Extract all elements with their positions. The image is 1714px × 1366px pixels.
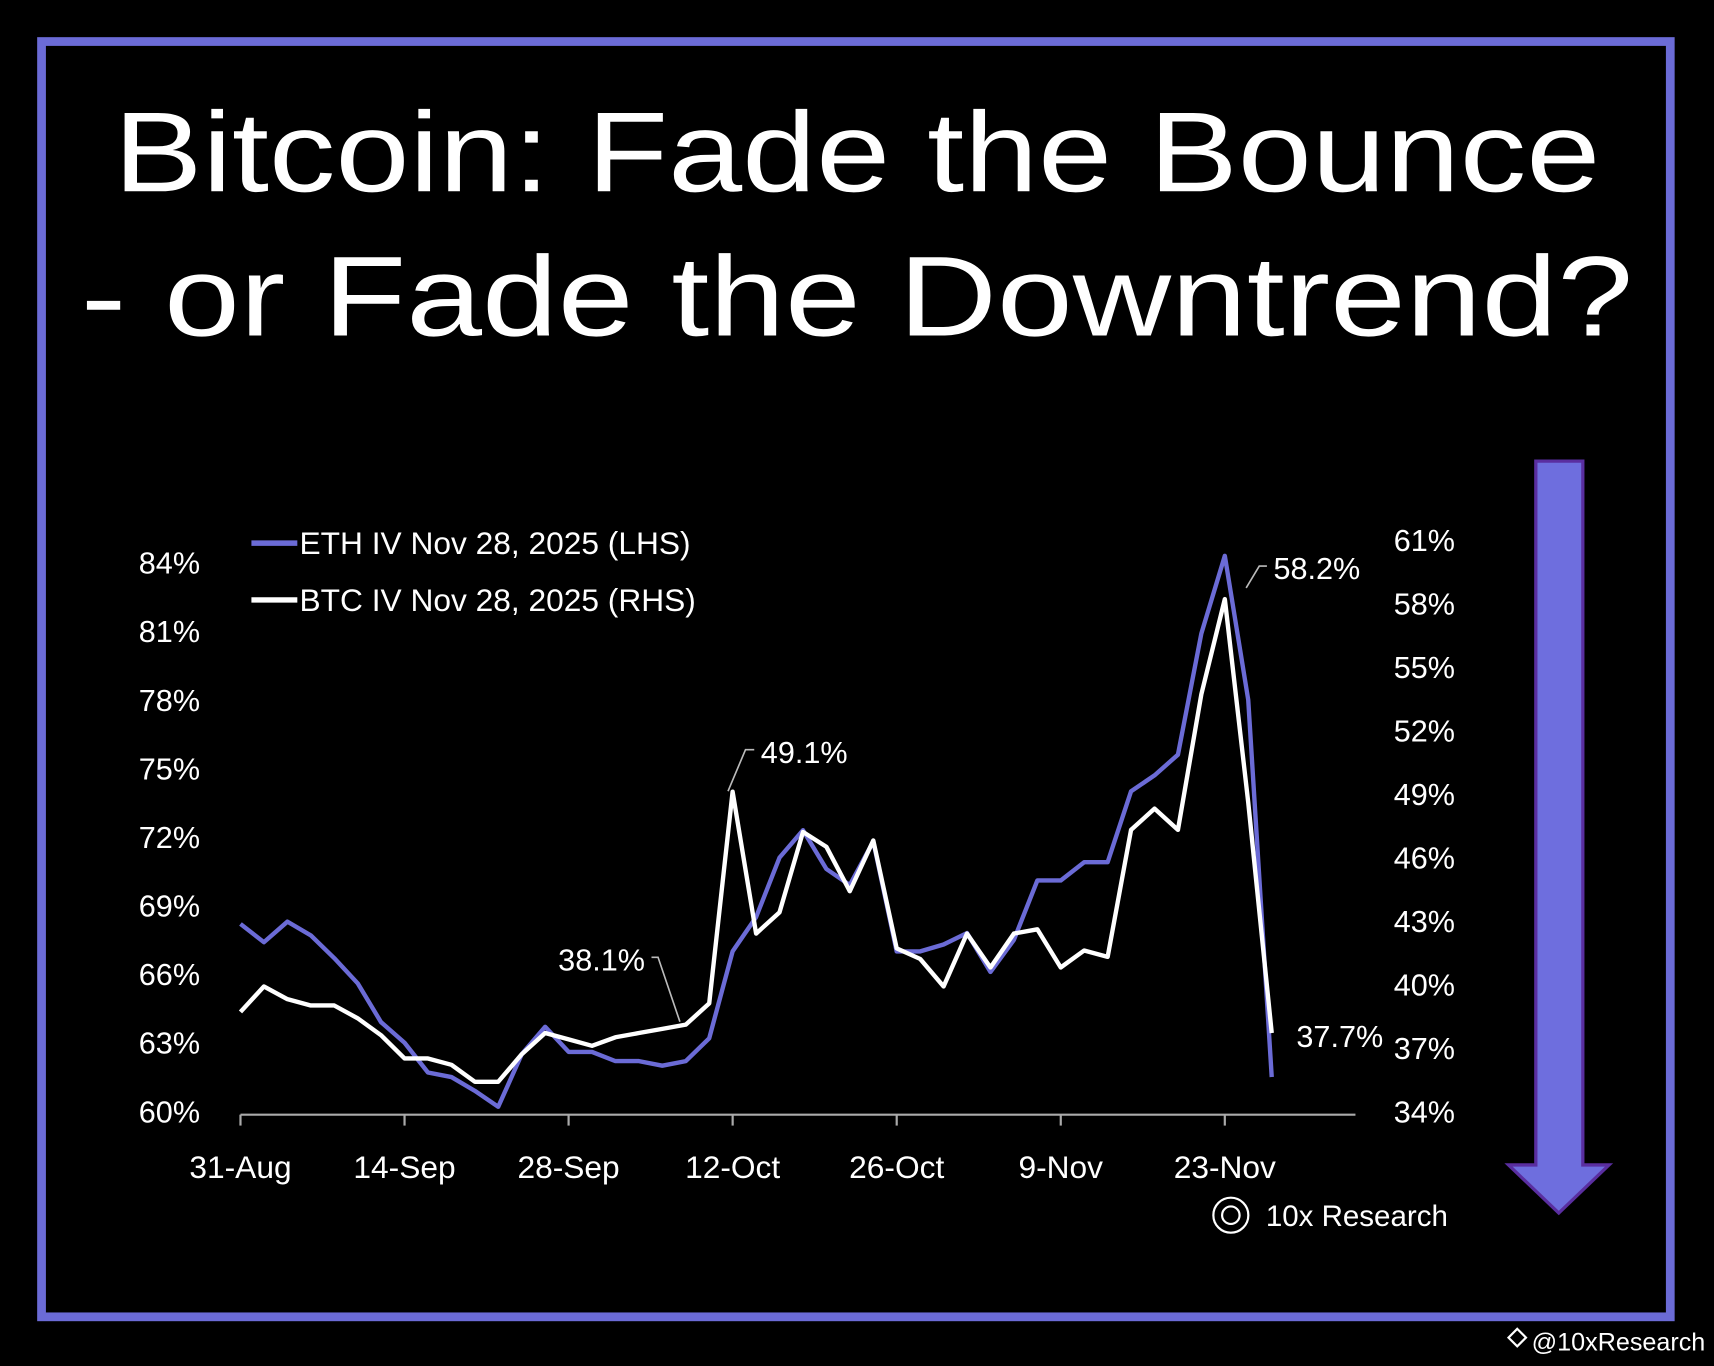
y2-tick-label: 46%	[1394, 841, 1455, 875]
series-line	[238, 596, 1274, 1084]
y2-tick-label: 34%	[1394, 1095, 1455, 1129]
logo-icon	[1221, 1205, 1241, 1226]
source: 10x Research	[1266, 1200, 1448, 1233]
y2-tick-label: 43%	[1394, 905, 1455, 939]
y-tick-label: 84%	[139, 547, 200, 581]
y-tick-label: 63%	[139, 1027, 200, 1061]
y2-tick-label: 55%	[1394, 651, 1455, 685]
handle-icon	[1506, 1327, 1528, 1348]
annotation: 37.7%	[1296, 1020, 1383, 1054]
y2-tick-label: 52%	[1394, 714, 1455, 748]
y-tick-label: 66%	[139, 958, 200, 992]
y-tick-label: 75%	[139, 752, 200, 786]
annotation-leader	[1245, 565, 1267, 589]
y-tick-label: 81%	[139, 615, 200, 649]
title-line: Bitcoin: Fade the Bounce	[114, 89, 1601, 216]
logo-icon	[1212, 1196, 1250, 1234]
annotation-leader	[727, 748, 755, 792]
annotation: 38.1%	[558, 943, 645, 977]
y-tick-label: 78%	[139, 684, 200, 718]
x-tick-label: 12-Oct	[685, 1149, 780, 1185]
annotation: 49.1%	[761, 736, 848, 770]
legend-label: BTC IV Nov 28, 2025 (RHS)	[300, 582, 696, 618]
y2-tick-label: 37%	[1394, 1032, 1455, 1066]
down-arrow	[1504, 459, 1614, 1216]
x-tick-label: 23-Nov	[1174, 1149, 1276, 1185]
y2-tick-label: 49%	[1394, 778, 1455, 812]
annotation-leader	[651, 956, 681, 1023]
source-logo	[1212, 1196, 1250, 1234]
x-tick-label: 9-Nov	[1018, 1149, 1103, 1185]
legend-label: ETH IV Nov 28, 2025 (LHS)	[300, 525, 691, 561]
x-tick-label: 28-Sep	[517, 1149, 619, 1185]
y2-tick-label: 58%	[1394, 587, 1455, 621]
x-tick-label: 31-Aug	[189, 1149, 291, 1185]
x-tick-label: 14-Sep	[353, 1149, 455, 1185]
y-tick-label: 72%	[139, 821, 200, 855]
series-line	[239, 553, 1274, 1109]
annotation: 58.2%	[1273, 552, 1360, 586]
x-tick-label: 26-Oct	[849, 1149, 944, 1185]
frame	[37, 37, 1675, 1322]
y-tick-label: 69%	[139, 890, 200, 924]
handle: @10xResearch	[1532, 1329, 1706, 1357]
y2-tick-label: 40%	[1394, 968, 1455, 1002]
title-line: - or Fade the Downtrend?	[81, 234, 1633, 361]
y-tick-label: 60%	[139, 1095, 200, 1129]
y2-tick-label: 61%	[1394, 524, 1455, 558]
